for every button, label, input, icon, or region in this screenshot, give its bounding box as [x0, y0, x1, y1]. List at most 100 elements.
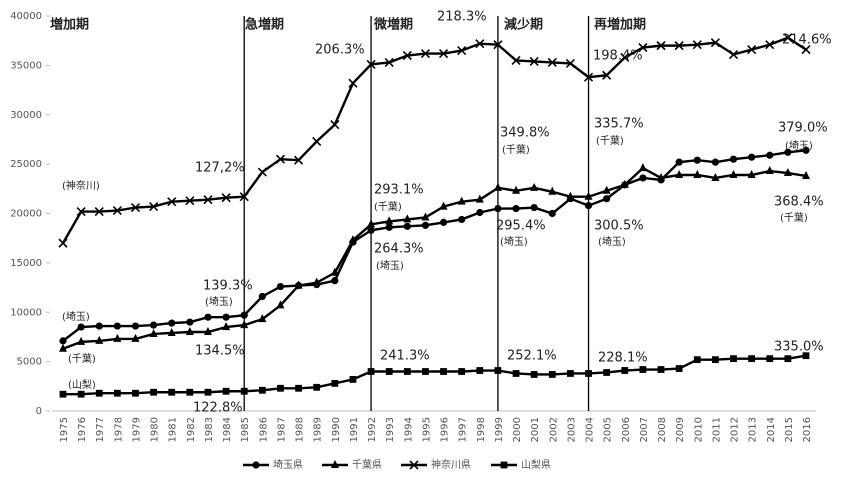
- period-label: 増加期: [50, 17, 89, 33]
- annotation: (千葉): [596, 134, 624, 147]
- marker: [475, 39, 485, 49]
- marker: [765, 40, 775, 50]
- marker: [729, 169, 738, 178]
- annotation: (千葉): [374, 200, 402, 213]
- marker: [438, 48, 449, 59]
- marker: [547, 57, 557, 67]
- marker: [440, 368, 447, 375]
- marker: [240, 320, 249, 329]
- marker: [240, 387, 248, 395]
- legend-label: 埼玉県: [273, 458, 303, 471]
- marker: [113, 333, 122, 342]
- series-line: [62, 166, 807, 350]
- x-tick-label: 1986: [258, 417, 269, 442]
- marker: [348, 78, 358, 88]
- marker: [58, 238, 68, 248]
- legend-label: 神奈川県: [431, 458, 471, 471]
- marker: [584, 202, 593, 210]
- marker: [693, 169, 702, 178]
- marker: [512, 185, 521, 194]
- marker: [239, 192, 249, 202]
- marker: [747, 169, 756, 178]
- marker: [277, 384, 284, 392]
- y-tick-label: 5000: [17, 357, 42, 368]
- marker: [367, 219, 376, 228]
- marker: [403, 214, 412, 223]
- x-tick-label: 2014: [766, 417, 777, 442]
- marker: [150, 388, 158, 396]
- marker: [384, 57, 394, 67]
- marker: [675, 158, 683, 166]
- annotation: (埼玉): [376, 259, 404, 272]
- x-tick-label: 1987: [276, 417, 287, 442]
- period-label: 減少期: [504, 17, 543, 33]
- series-line: [62, 149, 807, 342]
- legend-item: 山梨県: [491, 458, 551, 471]
- legend-label: 千葉県: [352, 458, 382, 471]
- marker: [403, 222, 411, 230]
- marker: [711, 172, 720, 181]
- annotation: (埼玉): [500, 235, 528, 248]
- y-tick-label: 25000: [10, 159, 42, 170]
- y-tick-label: 40000: [10, 11, 42, 22]
- marker: [476, 208, 484, 217]
- marker: [186, 388, 194, 396]
- x-tick-label: 1977: [95, 417, 106, 442]
- marker: [204, 313, 212, 321]
- marker: [548, 186, 557, 195]
- x-tick-label: 1982: [186, 417, 197, 442]
- x-tick-label: 2003: [566, 417, 577, 442]
- marker: [802, 170, 810, 179]
- marker: [583, 72, 594, 82]
- x-tick-label: 1990: [331, 417, 342, 442]
- x-tick-label: 1992: [367, 417, 378, 442]
- marker: [802, 146, 810, 154]
- marker: [59, 390, 67, 398]
- marker: [149, 202, 159, 212]
- annotation: 379.0%: [778, 121, 828, 136]
- x-tick-label: 1978: [113, 417, 124, 442]
- marker: [421, 212, 430, 221]
- x-tick-label: 2007: [639, 417, 650, 442]
- legend-item: 千葉県: [322, 458, 382, 471]
- marker: [385, 368, 393, 375]
- marker: [113, 322, 121, 330]
- y-tick-label: 20000: [10, 209, 42, 220]
- y-tick-label: 10000: [10, 307, 42, 318]
- x-tick-label: 1997: [458, 417, 469, 442]
- x-tick-label: 1976: [77, 417, 88, 442]
- marker: [657, 366, 665, 373]
- marker: [203, 327, 212, 335]
- marker: [331, 277, 339, 285]
- marker: [475, 194, 484, 203]
- x-tick-label: 1980: [150, 417, 161, 442]
- x-tick-label: 1984: [222, 417, 233, 442]
- annotation: 214.6%: [782, 33, 832, 48]
- x-tick-label: 2015: [784, 417, 795, 442]
- marker: [729, 155, 738, 163]
- period-label: 微増期: [373, 17, 413, 33]
- marker: [330, 120, 340, 130]
- marker: [638, 163, 647, 172]
- marker: [348, 235, 357, 244]
- annotation: 252.1%: [507, 349, 557, 364]
- x-tick-label: 2001: [530, 417, 541, 442]
- marker: [275, 154, 286, 164]
- annotation: 198.4%: [593, 49, 643, 64]
- marker: [385, 223, 393, 231]
- marker: [257, 167, 267, 177]
- marker: [132, 389, 139, 397]
- marker: [766, 355, 774, 363]
- marker: [94, 206, 104, 217]
- marker: [675, 365, 683, 372]
- annotation: 335.7%: [594, 117, 644, 132]
- marker: [801, 45, 811, 55]
- marker: [276, 282, 285, 291]
- marker: [294, 155, 304, 165]
- marker: [113, 389, 121, 397]
- marker: [59, 337, 67, 345]
- marker: [529, 56, 539, 66]
- annotation: 228.1%: [598, 351, 648, 366]
- marker: [693, 356, 701, 364]
- marker: [76, 206, 86, 217]
